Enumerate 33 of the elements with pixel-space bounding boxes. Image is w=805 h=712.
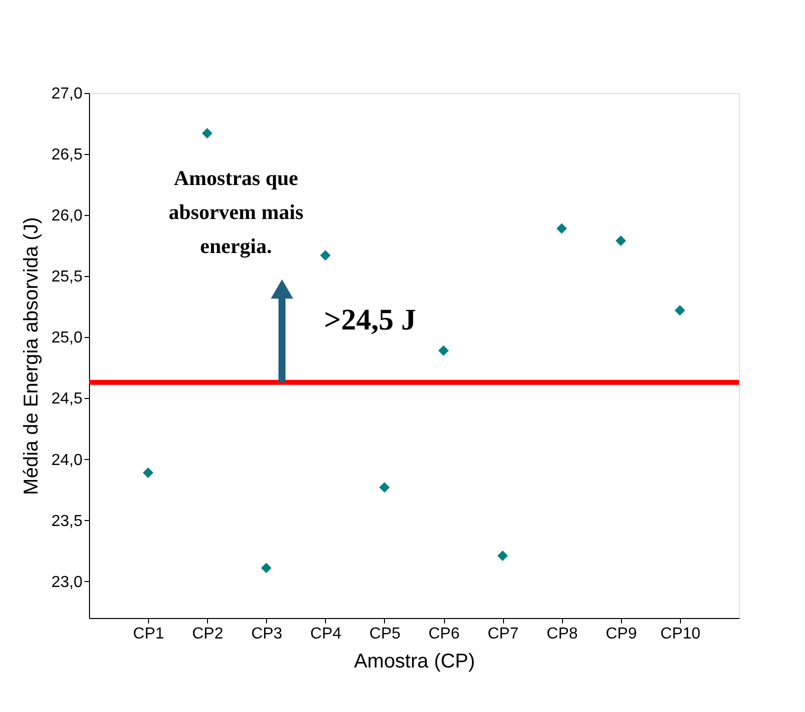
x-tick-label: CP6: [428, 626, 460, 642]
y-tick-label: 24,5: [51, 390, 83, 408]
point: [379, 482, 390, 493]
x-tick-label: CP8: [546, 626, 578, 642]
x-tick-label: CP10: [660, 626, 701, 642]
y-tick-label: 26,0: [51, 208, 83, 225]
x-tick-label: CP5: [369, 626, 401, 642]
point: [438, 345, 449, 356]
x-tick-label: CP1: [133, 626, 164, 642]
y-tick-label: 24,0: [51, 452, 83, 469]
point: [142, 467, 154, 478]
point: [497, 550, 508, 561]
point: [616, 235, 626, 246]
x-tick-label: CP9: [606, 626, 637, 642]
x-tick-label: CP4: [310, 626, 342, 642]
point: [320, 250, 331, 261]
point: [556, 223, 567, 234]
x-tick-label: CP2: [192, 626, 224, 642]
point: [202, 128, 212, 139]
y-tick-label: 23,0: [51, 574, 83, 591]
y-tick-label: 26,5: [51, 146, 83, 164]
point: [261, 562, 272, 574]
y-tick-label: 25,5: [51, 268, 83, 286]
x-tick-label: CP3: [251, 626, 282, 642]
annotation: Amostras que absorvem mais energia.: [168, 166, 304, 258]
y-tick-label: 27,0: [51, 86, 83, 102]
x-axis-title: Amostra (CP): [354, 650, 476, 672]
y-tick-label: 23,5: [51, 512, 83, 530]
y-axis-title: Média de Energia absorvida (J): [20, 217, 42, 495]
y-tick-label: 25,0: [51, 330, 83, 347]
x-tick-label: CP7: [488, 626, 519, 642]
ref-line-label: >24,5 J: [324, 303, 416, 336]
point: [674, 305, 686, 316]
